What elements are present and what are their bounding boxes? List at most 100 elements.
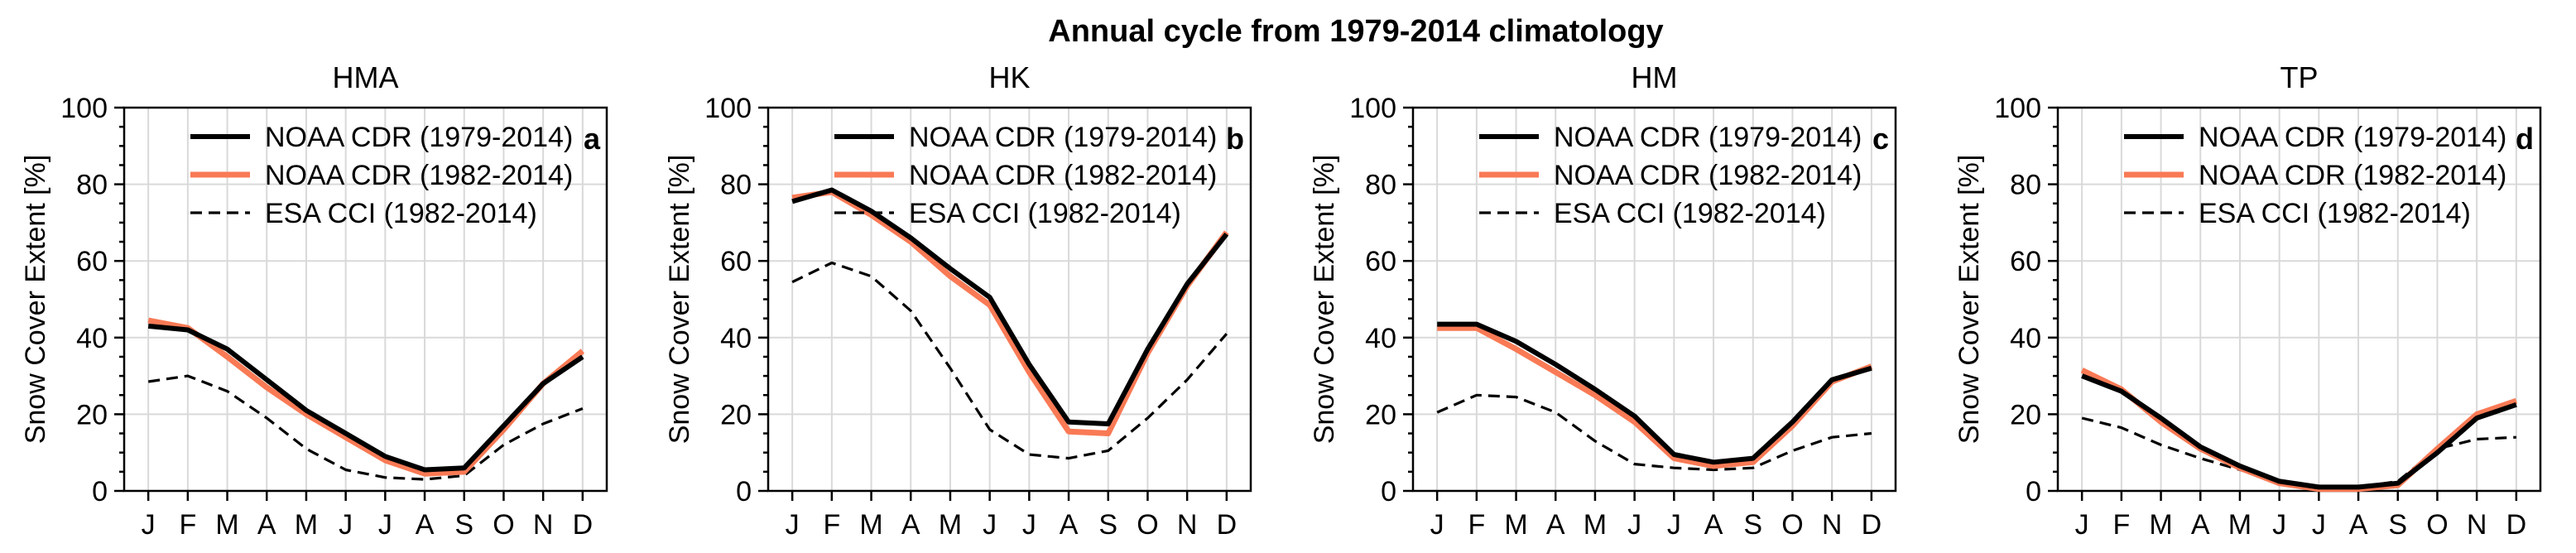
x-tick-label: S — [1098, 509, 1117, 541]
x-tick-label: F — [823, 509, 840, 541]
series-line-esa-1982-2014 — [791, 261, 1228, 460]
x-tick-label: J — [2272, 509, 2286, 541]
y-tick-label: 20 — [2010, 399, 2041, 430]
legend-label: NOAA CDR (1982-2014) — [909, 160, 1217, 191]
panel-title: HM — [1632, 60, 1678, 94]
y-tick-label: 100 — [704, 93, 752, 124]
x-tick-label: A — [2191, 509, 2210, 541]
series-line-esa-1982-2014 — [1436, 393, 1872, 472]
x-tick-label: A — [416, 509, 435, 541]
legend-label: NOAA CDR (1979-2014) — [1554, 122, 1862, 153]
panel-tag: d — [2516, 122, 2534, 156]
y-tick-label: 80 — [76, 170, 108, 201]
series-line-noaa-1979-2014 — [1437, 321, 1872, 465]
x-tick-label: A — [1704, 509, 1723, 541]
x-tick-label: A — [2349, 509, 2368, 541]
panel-tag: c — [1872, 122, 1889, 156]
y-tick-label: 40 — [720, 323, 752, 354]
y-tick-label: 20 — [76, 399, 108, 430]
x-tick-label: M — [2228, 509, 2252, 541]
y-tick-label: 80 — [720, 170, 752, 201]
x-tick-label: O — [1137, 509, 1158, 541]
series-line-noaa-1982-2014 — [2080, 368, 2518, 493]
legend-label: NOAA CDR (1982-2014) — [1554, 160, 1862, 191]
x-tick-label: F — [1468, 509, 1485, 541]
x-tick-label: J — [1667, 509, 1681, 541]
legend-label: ESA CCI (1982-2014) — [1554, 198, 1826, 229]
x-tick-label: M — [859, 509, 882, 541]
x-tick-label: N — [533, 509, 554, 541]
y-tick-label: 20 — [720, 399, 752, 430]
x-tick-label: F — [2112, 509, 2130, 541]
y-tick-label: 60 — [2010, 246, 2041, 277]
panel-tag: b — [1226, 122, 1244, 156]
x-tick-label: J — [2075, 509, 2089, 541]
panel-title: HK — [988, 60, 1030, 94]
x-tick-label: J — [1022, 509, 1036, 541]
x-tick-label: J — [142, 509, 156, 541]
x-tick-label: O — [1781, 509, 1803, 541]
legend-label: NOAA CDR (1982-2014) — [2199, 160, 2506, 191]
series-line-noaa-1982-2014 — [1437, 325, 1873, 469]
x-tick-label: J — [1430, 509, 1444, 541]
x-tick-label: N — [2467, 509, 2487, 541]
legend-label: NOAA CDR (1979-2014) — [909, 122, 1217, 153]
x-tick-label: J — [786, 509, 800, 541]
y-tick-label: 80 — [2010, 170, 2041, 201]
x-tick-label: D — [2506, 509, 2527, 541]
y-tick-label: 0 — [736, 476, 752, 507]
legend-label: NOAA CDR (1979-2014) — [2199, 122, 2506, 153]
y-tick-label: 0 — [1381, 476, 1396, 507]
x-tick-label: O — [2426, 509, 2448, 541]
x-tick-label: D — [573, 509, 594, 541]
legend-label: NOAA CDR (1982-2014) — [265, 160, 573, 191]
y-tick-label: 60 — [1365, 246, 1396, 277]
y-axis-label: Snow Cover Extent [%] — [1309, 155, 1340, 445]
x-tick-label: A — [1060, 509, 1079, 541]
x-tick-label: F — [179, 509, 196, 541]
x-tick-label: S — [2388, 509, 2407, 541]
panel-tag: a — [584, 122, 601, 156]
y-tick-label: 80 — [1365, 170, 1396, 201]
x-tick-label: A — [901, 509, 920, 541]
x-tick-label: J — [983, 509, 997, 541]
x-tick-label: M — [1504, 509, 1527, 541]
panel-title: TP — [2280, 60, 2318, 94]
y-tick-label: 20 — [1365, 399, 1396, 430]
x-tick-label: N — [1177, 509, 1198, 541]
legend-label: NOAA CDR (1979-2014) — [265, 122, 573, 153]
legend-label: ESA CCI (1982-2014) — [2199, 198, 2471, 229]
legend-label: ESA CCI (1982-2014) — [265, 198, 537, 229]
series-line-noaa-1979-2014 — [147, 323, 584, 473]
y-axis-label: Snow Cover Extent [%] — [20, 155, 51, 445]
x-tick-label: J — [1627, 509, 1641, 541]
x-tick-label: M — [1584, 509, 1607, 541]
series-line-esa-1982-2014 — [2081, 416, 2516, 489]
x-tick-label: J — [2312, 509, 2326, 541]
x-tick-label: J — [378, 509, 392, 541]
series-line-noaa-1979-2014 — [791, 187, 1229, 426]
y-tick-label: 100 — [1994, 93, 2041, 124]
x-tick-label: S — [454, 509, 473, 541]
x-tick-label: S — [1743, 509, 1762, 541]
y-tick-label: 40 — [1365, 323, 1396, 354]
y-tick-label: 0 — [2026, 476, 2041, 507]
x-tick-label: M — [295, 509, 318, 541]
series-line-esa-1982-2014 — [147, 374, 584, 481]
y-axis-label: Snow Cover Extent [%] — [664, 155, 695, 445]
x-tick-label: M — [2149, 509, 2172, 541]
x-tick-label: O — [493, 509, 514, 541]
y-tick-label: 40 — [76, 323, 108, 354]
x-tick-label: M — [215, 509, 238, 541]
legend-label: ESA CCI (1982-2014) — [909, 198, 1181, 229]
x-tick-label: J — [339, 509, 353, 541]
series-line-noaa-1979-2014 — [2081, 373, 2517, 490]
figure-title: Annual cycle from 1979-2014 climatology — [1048, 14, 1663, 49]
y-tick-label: 60 — [76, 246, 108, 277]
y-tick-label: 60 — [720, 246, 752, 277]
y-tick-label: 100 — [60, 93, 108, 124]
